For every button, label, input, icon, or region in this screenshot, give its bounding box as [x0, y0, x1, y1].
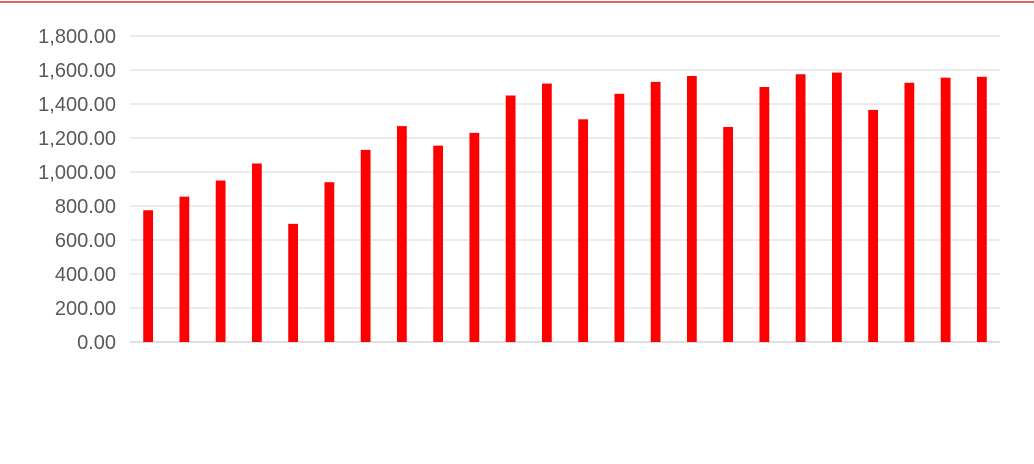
bar	[541, 83, 552, 342]
bar	[831, 72, 842, 343]
bar	[976, 76, 987, 343]
bar	[795, 74, 806, 342]
bar	[614, 93, 625, 342]
bar	[759, 87, 770, 342]
y-tick-label: 400.00	[55, 264, 116, 286]
bar	[288, 223, 299, 342]
y-tick-label: 600.00	[55, 230, 116, 252]
bar	[505, 95, 516, 342]
bar	[578, 119, 589, 342]
y-tick-label: 800.00	[55, 196, 116, 218]
bar	[650, 81, 661, 343]
bar	[251, 163, 262, 342]
y-tick-label: 1,800.00	[38, 26, 116, 48]
gridlines	[130, 35, 1000, 343]
bar	[433, 145, 444, 342]
bar	[360, 149, 371, 342]
y-tick-label: 1,600.00	[38, 60, 116, 82]
bar	[868, 109, 879, 342]
bar	[143, 210, 154, 342]
y-tick-label: 1,200.00	[38, 128, 116, 150]
bar	[723, 126, 734, 342]
bar	[686, 75, 697, 342]
bar	[215, 180, 226, 342]
bar	[904, 82, 915, 342]
bar	[940, 77, 951, 343]
y-tick-label: 1,000.00	[38, 162, 116, 184]
y-tick-label: 1,400.00	[38, 94, 116, 116]
bar	[469, 132, 480, 342]
y-tick-label: 0.00	[77, 332, 116, 354]
bars	[143, 72, 987, 343]
bar	[324, 182, 335, 342]
y-tick-label: 200.00	[55, 298, 116, 320]
bar	[179, 196, 190, 342]
bar	[396, 126, 407, 342]
y-axis-ticks: 0.00 200.00 400.00 600.00 800.00 1,000.00 1,20…	[38, 26, 116, 354]
